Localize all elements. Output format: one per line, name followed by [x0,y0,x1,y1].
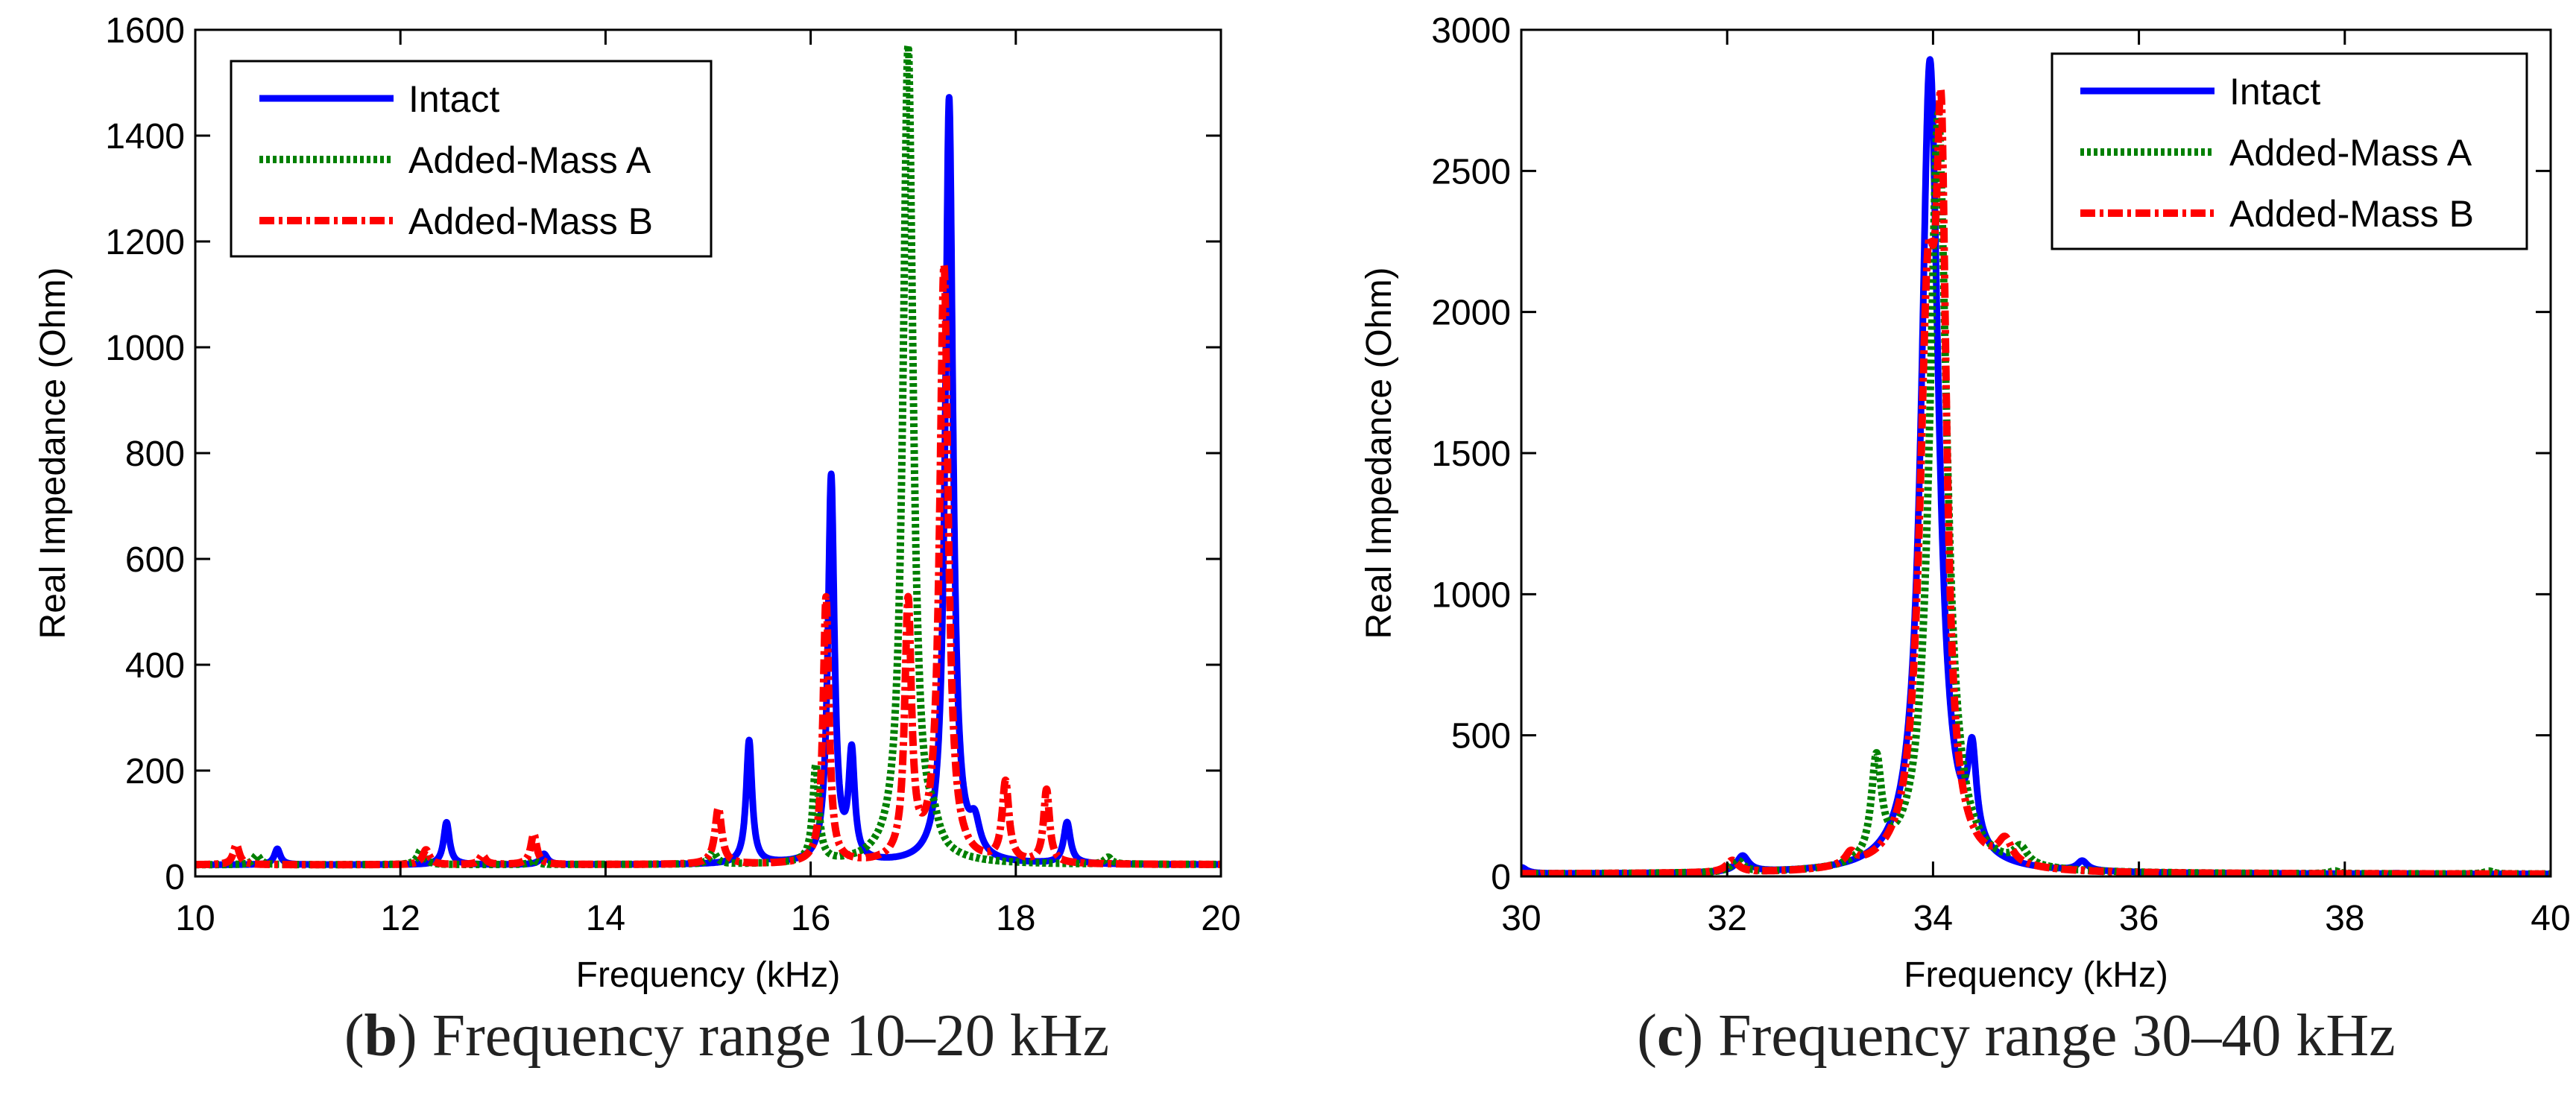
y-tick-label: 1400 [105,117,185,157]
x-tick-label: 32 [1708,899,1747,938]
caption-text: ) Frequency range 30–40 kHz [1683,1003,2396,1069]
legend: Intact Added-Mass A Added-Mass B [230,60,713,258]
y-tick-label: 3000 [1431,11,1511,51]
series-line-added-mass-b [195,261,1221,869]
caption-letter: b [364,1003,397,1069]
y-tick-label: 2000 [1431,294,1511,333]
y-tick-label: 1200 [105,223,185,262]
legend-label: Added-Mass A [408,139,651,181]
legend-label: Intact [408,78,499,120]
x-tick-label: 30 [1501,899,1541,938]
y-tick-label: 1000 [1431,575,1511,615]
y-tick-label: 400 [125,646,185,686]
x-tick-label: 40 [2531,899,2570,938]
caption-panel-c: (c) Frequency range 30–40 kHz [1637,1003,2396,1069]
legend-label: Added-Mass B [408,200,653,242]
y-tick-label: 0 [165,858,185,897]
y-tick-label: 0 [1491,858,1511,897]
x-tick-label: 16 [791,899,830,938]
x-tick-label: 10 [175,899,215,938]
legend-label: Added-Mass B [2229,193,2474,235]
legend-box [2051,52,2528,250]
y-tick-label: 800 [125,434,185,474]
y-tick-label: 1600 [105,11,185,51]
y-axis-label: Real Impedance (Ohm) [1360,268,1399,639]
y-tick-label: 200 [125,752,185,791]
x-tick-label: 14 [586,899,625,938]
y-axis-label: Real Impedance (Ohm) [34,268,73,639]
caption-letter: c [1656,1003,1684,1069]
series-group [195,42,1221,869]
y-tick-label: 500 [1451,717,1511,756]
x-tick-label: 18 [996,899,1035,938]
y-tick-label: 1000 [105,329,185,368]
x-axis-label: Frequency (kHz) [1904,955,2168,995]
x-tick-label: 36 [2119,899,2159,938]
y-tick-label: 1500 [1431,434,1511,474]
caption-panel-b: (b) Frequency range 10–20 kHz [344,1003,1110,1069]
x-tick-label: 12 [381,899,420,938]
x-tick-label: 20 [1201,899,1240,938]
y-tick-label: 2500 [1431,152,1511,192]
x-tick-label: 38 [2325,899,2364,938]
y-tick-label: 600 [125,540,185,580]
legend-box [230,60,713,258]
chart-panel-b: 10 12 14 16 18 200200400600800100012001400160… [34,11,1241,995]
chart-panel-c: 30 32 34 36 38 40 0 500 1000 1500 2000 2500 3000 Freq… [1360,11,2571,995]
series-group [1521,56,2551,876]
series-line-added-mass-b [1521,85,2551,876]
legend: Intact Added-Mass A Added-Mass B [2051,52,2528,250]
legend-label: Added-Mass A [2229,132,2472,174]
x-tick-label: 34 [1913,899,1953,938]
x-axis-label: Frequency (kHz) [576,955,841,995]
caption-text: ) Frequency range 10–20 kHz [397,1003,1110,1069]
legend-label: Intact [2229,71,2320,113]
